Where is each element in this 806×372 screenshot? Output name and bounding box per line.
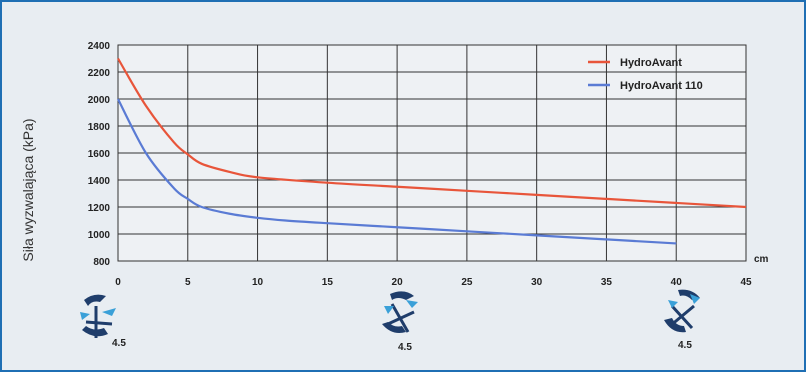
x-tick-label: 30 — [531, 277, 543, 288]
x-axis-unit-label: cm — [754, 254, 769, 265]
y-tick-label: 1000 — [88, 230, 111, 241]
y-tick-label: 1400 — [88, 176, 111, 187]
x-tick-label: 40 — [671, 277, 683, 288]
y-tick-label: 2000 — [88, 95, 111, 106]
series-line-hydroavant-110 — [117, 98, 677, 245]
x-tick-label: 20 — [392, 277, 404, 288]
harvester-head-icon: 4.5 — [80, 294, 126, 349]
x-tick-label: 5 — [185, 277, 191, 288]
x-tick-labels: 0 5 10 15 20 25 30 35 40 45 — [115, 277, 752, 288]
y-tick-label: 800 — [93, 257, 110, 268]
harvester-head-icon: 4.5 — [382, 291, 418, 353]
x-tick-label: 45 — [740, 277, 752, 288]
y-tick-label: 1600 — [88, 149, 111, 160]
svg-text:4.5: 4.5 — [678, 340, 692, 351]
series-lines — [117, 57, 747, 245]
y-tick-labels: 800 1000 1200 1400 1600 1800 2000 2200 2400 — [88, 41, 111, 268]
x-tick-label: 0 — [115, 277, 121, 288]
grid-lines — [117, 44, 747, 262]
x-tick-label: 10 — [252, 277, 264, 288]
legend-label: HydroAvant 110 — [620, 80, 703, 92]
x-tick-label: 35 — [601, 277, 613, 288]
y-tick-label: 2400 — [88, 41, 111, 52]
x-tick-label: 15 — [322, 277, 334, 288]
y-tick-label: 1200 — [88, 203, 111, 214]
series-line-hydroavant — [117, 57, 747, 209]
legend: HydroAvant HydroAvant 110 — [588, 57, 703, 92]
svg-text:4.5: 4.5 — [112, 338, 126, 349]
x-tick-label: 25 — [461, 277, 473, 288]
svg-text:4.5: 4.5 — [398, 342, 412, 353]
y-tick-label: 2200 — [88, 68, 111, 79]
y-tick-label: 1800 — [88, 122, 111, 133]
legend-label: HydroAvant — [620, 57, 682, 69]
harvester-head-icon: 4.5 — [664, 289, 700, 351]
